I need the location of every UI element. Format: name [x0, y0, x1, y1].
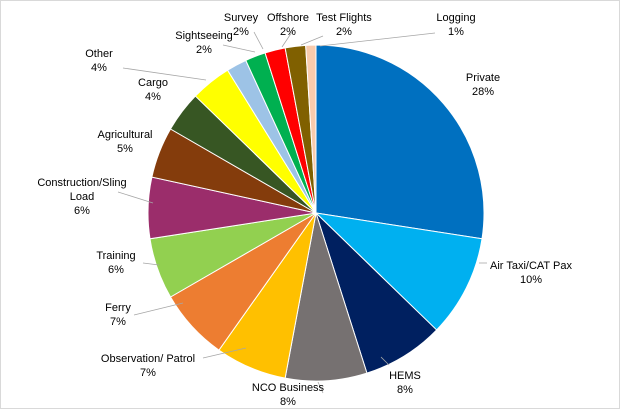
slice-label-observation-patrol: Observation/ Patrol 7%: [101, 353, 195, 379]
leader-line-other: [122, 67, 207, 81]
leader-line-survey: [253, 31, 264, 50]
leader-line-offshore: [281, 31, 293, 48]
slice-label-sightseeing: Sightseeing 2%: [175, 30, 233, 56]
leader-line-observation-patrol: [202, 347, 247, 359]
slice-label-hems: HEMS 8%: [389, 370, 421, 396]
slice-label-construction-sling-load: Construction/Sling Load 6%: [37, 177, 126, 217]
pie-slice-private: [315, 44, 485, 240]
slice-label-offshore: Offshore 2%: [267, 12, 309, 38]
slice-label-logging: Logging 1%: [436, 12, 475, 38]
leader-line-logging: [319, 32, 436, 47]
pie-slices: [147, 44, 485, 382]
pie-slice-air-taxi-cat-pax: [314, 212, 483, 331]
slice-label-private: Private 28%: [466, 72, 500, 98]
slice-labels: Private 28% Air Taxi/CAT Pax 10% HEMS 8% NCO B…: [37, 12, 572, 408]
slice-label-training: Training 6%: [96, 250, 135, 276]
slice-label-cargo: Cargo 4%: [138, 77, 168, 103]
leader-line-test-flights: [300, 35, 324, 46]
slice-label-other: Other 4%: [85, 48, 113, 74]
leader-lines: [117, 31, 487, 394]
slice-label-ferry: Ferry 7%: [105, 302, 131, 328]
slice-label-agricultural: Agricultural 5%: [97, 129, 152, 155]
slice-label-nco-business: NCO Business 8%: [252, 382, 325, 408]
pie-slice-logging: [305, 44, 317, 214]
leader-line-training: [142, 262, 160, 266]
leader-line-nco-business: [317, 381, 324, 394]
leader-line-sightseeing: [222, 44, 256, 53]
leader-line-ferry: [133, 302, 184, 316]
slice-label-test-flights: Test Flights 2%: [316, 12, 372, 38]
leader-line-hems: [380, 356, 390, 366]
slice-label-air-taxi-cat-pax: Air Taxi/CAT Pax 10%: [490, 260, 572, 286]
slice-label-survey: Survey 2%: [224, 12, 259, 38]
leader-line-construction-sling-load: [117, 191, 154, 204]
